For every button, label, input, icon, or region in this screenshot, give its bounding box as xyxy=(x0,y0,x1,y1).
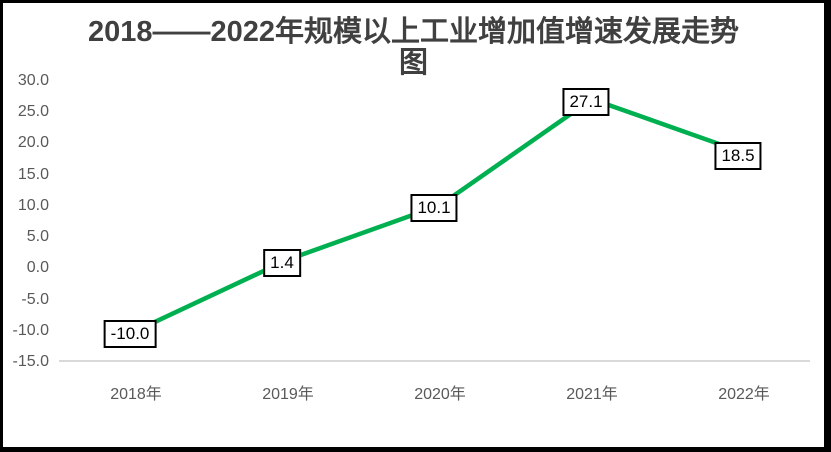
y-tick-label: 10.0 xyxy=(17,196,49,214)
x-axis-label: 2020年 xyxy=(414,386,466,403)
x-axis-line xyxy=(59,360,810,362)
data-label-box: 18.5 xyxy=(714,141,762,170)
data-label-box: -10.0 xyxy=(103,319,157,348)
x-axis-label: 2022年 xyxy=(718,386,770,403)
chart-title: 2018——2022年规模以上工业增加值增速发展走势图 xyxy=(3,17,824,79)
y-tick-label: -10.0 xyxy=(12,321,49,339)
y-tick-label: -5.0 xyxy=(21,290,49,308)
data-label-box: 10.1 xyxy=(410,194,458,223)
y-tick-label: 20.0 xyxy=(17,134,49,152)
data-label-box: 1.4 xyxy=(263,248,301,277)
y-tick-label: 15.0 xyxy=(17,165,49,183)
y-tick-label: 0.0 xyxy=(26,259,49,277)
chart-title-text: 2018——2022年规模以上工业增加值增速发展走势图 xyxy=(87,16,740,79)
y-tick-label: 30.0 xyxy=(17,72,49,89)
y-tick-label: 5.0 xyxy=(26,228,49,246)
y-tick-label: -15.0 xyxy=(12,353,49,370)
data-label-box: 27.1 xyxy=(562,88,610,117)
x-axis-label: 2021年 xyxy=(566,386,618,403)
x-axis-label: 2019年 xyxy=(262,386,314,403)
y-tick-label: 25.0 xyxy=(17,103,49,121)
x-axis-label: 2018年 xyxy=(110,386,162,403)
